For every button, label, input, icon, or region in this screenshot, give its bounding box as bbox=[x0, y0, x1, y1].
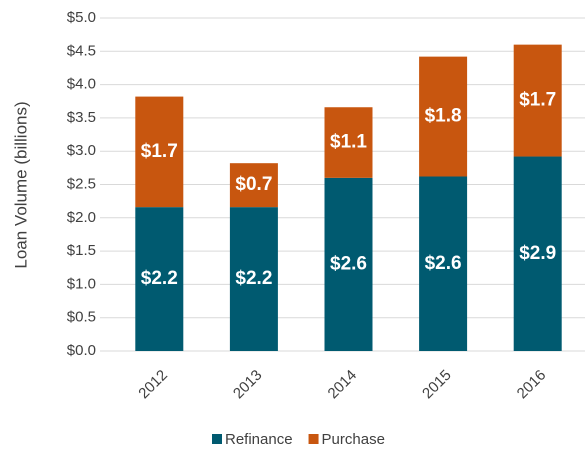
legend-label: Refinance bbox=[225, 431, 293, 448]
y-tick-label: $1.0 bbox=[67, 275, 96, 292]
bar-segment bbox=[229, 163, 278, 208]
data-label: $2.2 bbox=[141, 268, 178, 289]
legend-swatch bbox=[212, 434, 222, 444]
y-tick-label: $3.0 bbox=[67, 142, 96, 159]
bar-segment bbox=[135, 207, 184, 351]
y-tick-label: $0.0 bbox=[67, 342, 96, 359]
data-label: $2.2 bbox=[235, 268, 272, 289]
x-tick-label: 2015 bbox=[419, 367, 455, 403]
y-tick-label: $2.0 bbox=[67, 209, 96, 226]
data-label: $1.7 bbox=[519, 90, 556, 111]
y-tick-label: $5.0 bbox=[67, 9, 96, 26]
bar-segment bbox=[513, 44, 562, 157]
y-tick-label: $4.0 bbox=[67, 76, 96, 93]
data-label: $1.7 bbox=[141, 141, 178, 162]
legend-swatch bbox=[308, 434, 319, 444]
legend-label: Purchase bbox=[322, 431, 385, 448]
bar-segment bbox=[419, 56, 468, 177]
y-tick-label: $0.5 bbox=[67, 309, 96, 326]
x-tick-label: 2014 bbox=[325, 367, 361, 403]
y-axis-label: Loan Volume (billions) bbox=[11, 101, 30, 268]
data-label: $2.6 bbox=[425, 253, 462, 274]
data-label: $2.9 bbox=[519, 243, 556, 264]
bar-segment bbox=[419, 176, 468, 351]
data-label: $2.6 bbox=[330, 253, 367, 274]
bar-segment bbox=[324, 107, 373, 178]
data-label: $1.8 bbox=[425, 106, 462, 127]
y-tick-label: $1.5 bbox=[67, 242, 96, 259]
bar-segment bbox=[513, 156, 562, 351]
y-tick-label: $3.5 bbox=[67, 109, 96, 126]
bar-segment bbox=[229, 207, 278, 351]
data-label: $1.1 bbox=[330, 132, 367, 153]
bar-segment bbox=[135, 96, 184, 208]
x-tick-label: 2016 bbox=[514, 367, 550, 403]
x-tick-label: 2012 bbox=[135, 367, 171, 403]
data-label: $0.7 bbox=[235, 174, 272, 195]
bar-segment bbox=[324, 177, 373, 351]
y-tick-label: $4.5 bbox=[67, 42, 96, 59]
y-tick-label: $2.5 bbox=[67, 175, 96, 192]
x-tick-label: 2013 bbox=[230, 367, 266, 403]
